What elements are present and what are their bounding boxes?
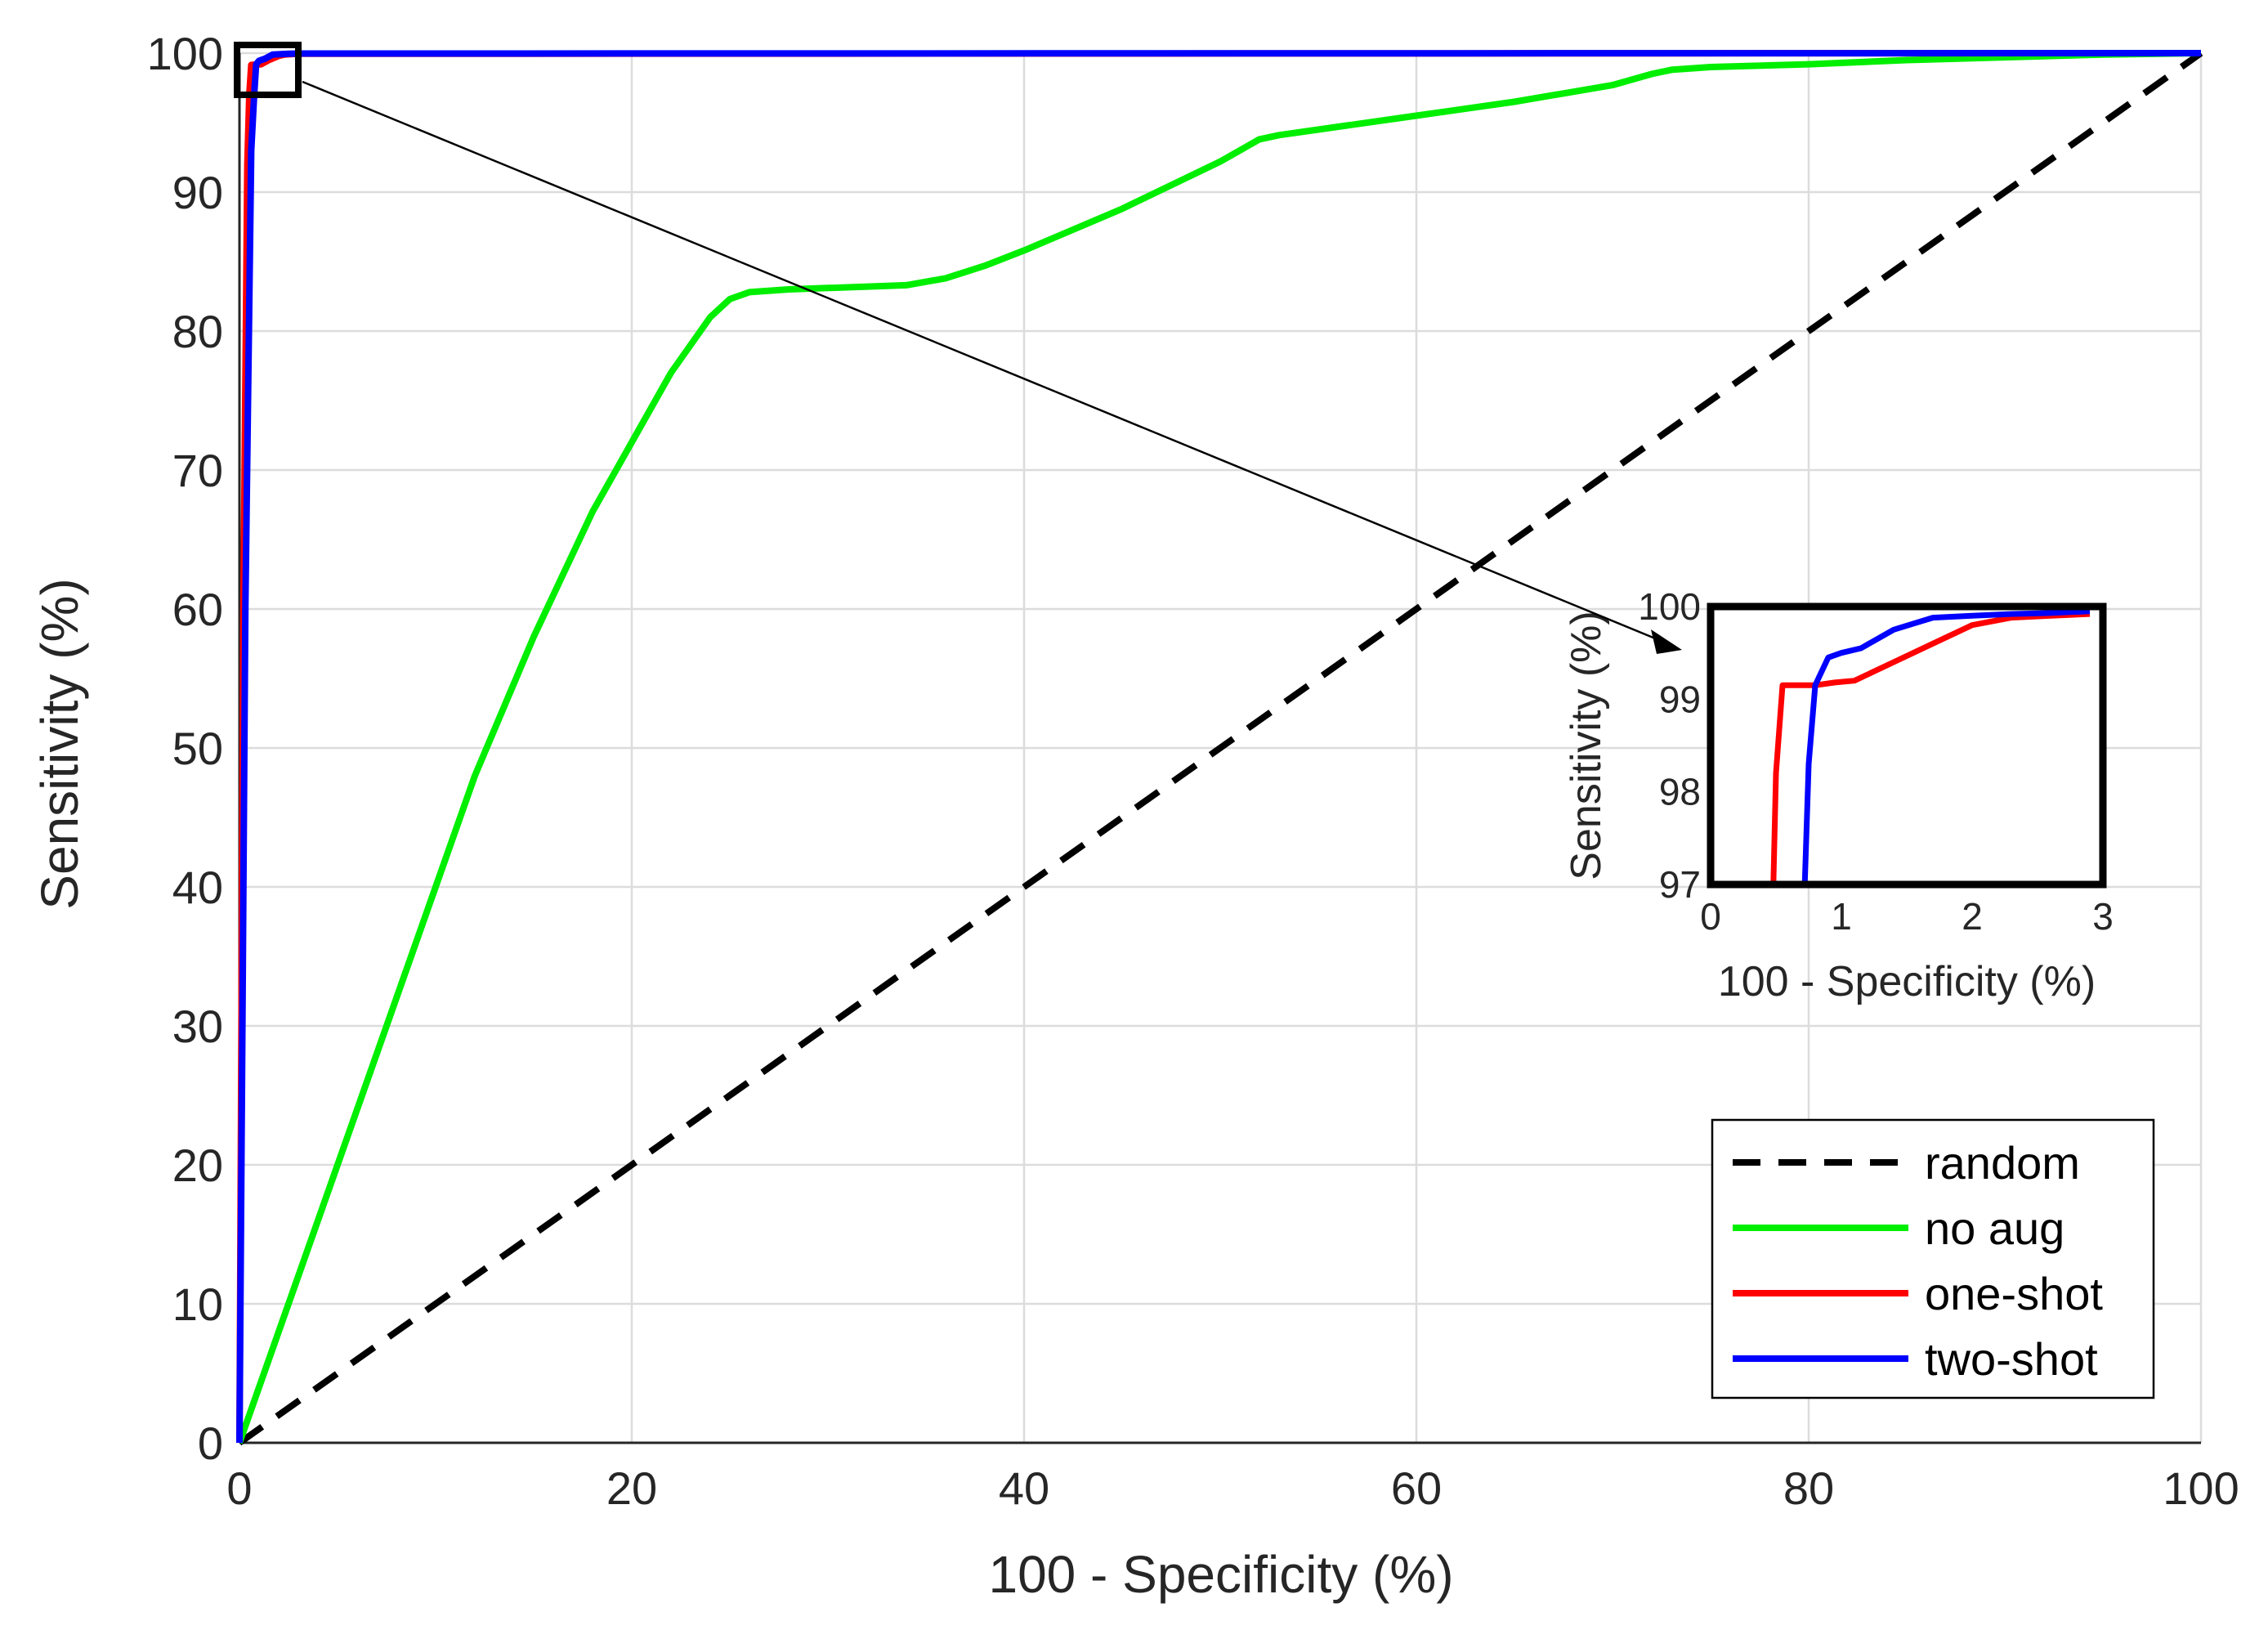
inset-series-line-two-shot — [1801, 608, 2091, 885]
legend-label-random: random — [1925, 1137, 2080, 1189]
series-line-random — [237, 50, 2203, 1446]
x-tick-label: 40 — [999, 1462, 1049, 1514]
inset-y-tick-label: 97 — [1659, 863, 1701, 906]
y-tick-label: 40 — [172, 862, 223, 913]
zoom-connector-line — [302, 80, 1660, 642]
x-tick-label: 20 — [606, 1462, 657, 1514]
y-tick-label: 20 — [172, 1140, 223, 1191]
x-tick-label: 60 — [1391, 1462, 1442, 1514]
x-tick-label: 80 — [1783, 1462, 1834, 1514]
y-tick-label: 90 — [172, 167, 223, 218]
main-series — [236, 50, 2203, 1446]
inset-frame — [1707, 602, 2107, 889]
inset-tick-labels: 0 1 2 3 97 98 99 100 — [1638, 585, 2114, 938]
legend-label-no-aug: no aug — [1925, 1202, 2064, 1254]
y-tick-label: 60 — [172, 584, 223, 635]
inset-y-tick-label: 100 — [1638, 585, 1701, 628]
inset-x-tick-label: 3 — [2092, 895, 2114, 938]
y-tick-label: 100 — [147, 28, 223, 79]
legend-box — [1711, 1118, 2155, 1399]
zoom-region-box — [234, 42, 302, 98]
legend: random no aug one-shot two-shot — [1711, 1118, 2155, 1399]
y-tick-label: 70 — [172, 445, 223, 496]
inset-series — [1770, 608, 2091, 885]
legend-label-two-shot: two-shot — [1925, 1333, 2098, 1385]
x-tick-label: 0 — [226, 1462, 252, 1514]
inset-x-tick-label: 1 — [1831, 895, 1852, 938]
inset-x-tick-label: 2 — [1962, 895, 1983, 938]
inset-chart: 0 1 2 3 97 98 99 100 100 - Specificity (%) Sens… — [1563, 585, 2114, 1005]
zoom-connector-arrowhead — [1651, 629, 1682, 654]
y-tick-label: 10 — [172, 1278, 223, 1330]
y-tick-label: 80 — [172, 306, 223, 357]
y-axis-label: Sensitivity (%) — [30, 578, 89, 909]
zoom-marker — [234, 42, 302, 98]
x-axis-label: 100 - Specificity (%) — [988, 1545, 1453, 1604]
inset-background — [1711, 607, 2103, 884]
inset-x-axis-label: 100 - Specificity (%) — [1718, 958, 2096, 1005]
x-tick-label: 100 — [2163, 1462, 2239, 1514]
y-tick-label: 0 — [198, 1417, 223, 1469]
y-tick-label: 30 — [172, 1001, 223, 1052]
inset-y-tick-label: 98 — [1659, 771, 1701, 813]
inset-y-tick-label: 99 — [1659, 678, 1701, 720]
series-line-no-aug — [236, 50, 2202, 1444]
inset-x-tick-label: 0 — [1700, 895, 1721, 938]
inset-series-line-one-shot — [1770, 611, 2091, 885]
legend-label-one-shot: one-shot — [1925, 1268, 2103, 1319]
y-tick-label: 50 — [172, 723, 223, 774]
inset-y-axis-label: Sensitivity (%) — [1563, 611, 1610, 880]
series-line-two-shot — [236, 50, 2202, 1444]
